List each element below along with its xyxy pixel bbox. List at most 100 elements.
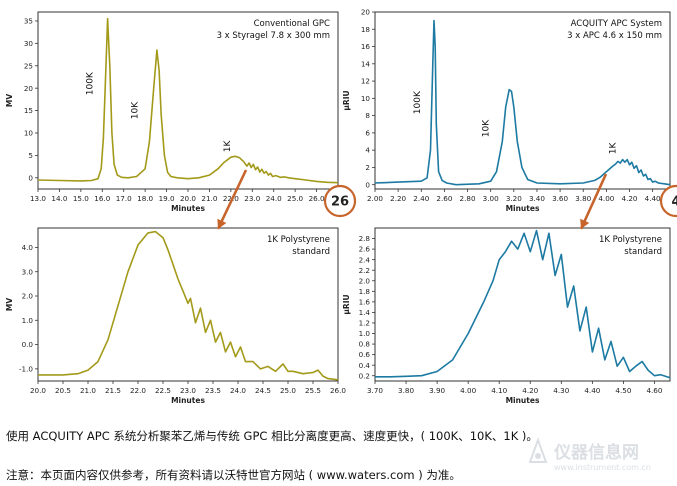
x-tick-label: 3.80 [575,194,591,203]
x-tick-label: 4.10 [491,386,507,395]
x-tick-label: 18.0 [137,194,153,203]
y-tick-label: 0.6 [359,350,371,359]
y-tick-label: 2.2 [359,266,370,275]
y-tick-label: 20 [361,8,371,17]
y-tick-label: 16 [361,42,371,51]
y-tick-label: 2.6 [359,245,371,254]
x-tick-label: 23.0 [244,194,260,203]
y-tick-label: 0.8 [359,340,371,349]
zoom-arrow-gpc [216,169,248,230]
y-tick-label: 14 [361,59,371,68]
y-tick-label: 4 [365,146,370,155]
x-tick-label: 16.0 [94,194,110,203]
y-tick-label: 25 [24,61,33,70]
y-tick-label: 20 [24,84,34,93]
watermark-subtext: www.instrument.com.cn [554,463,651,472]
y-tick-label: 2 [365,163,370,172]
gpc-zoom-chart: 20.0 20.5 21.0 21.5 22.0 22.5 23.0 23.5 24.0 24.5… [5,227,346,405]
y-tick-label: 30 [24,39,34,48]
x-axis-label: Minutes [506,204,540,213]
x-tick-label: 3.90 [429,386,445,395]
x-tick-label: 20.0 [30,386,46,395]
peak-label: 10K [481,119,491,137]
x-tick-label: 20.5 [55,386,71,395]
x-tick-label: 4.60 [646,386,662,395]
y-tick-label: 12 [361,77,370,86]
arrow-shaft [579,173,608,230]
x-axis-label: Minutes [171,204,205,213]
gpc-full-chart: 13.0 14.0 15.0 16.0 17.0 18.0 19.0 20.0 21.0 22.0… [5,11,357,218]
badge-number: 26 [331,195,349,210]
x-tick-label: 2.80 [460,194,476,203]
peak-label: 10K [131,101,141,119]
x-tick-label: 4.30 [553,386,569,395]
y-tick-label: 18 [361,25,371,34]
x-tick-label: 3.70 [367,386,383,395]
chart-title: 1K Polystyrene [599,235,662,245]
y-tick-label: 0 [365,180,370,189]
x-tick-label: 3.60 [552,194,568,203]
x-tick-label: 15.0 [73,194,89,203]
x-tick-label: 22.5 [155,386,171,395]
page-badge: 4 [659,184,677,218]
x-tick-label: 21.5 [105,386,121,395]
plot-frame [374,227,671,382]
y-tick-label: 10 [24,129,34,138]
x-tick-label: 19.0 [159,194,175,203]
x-tick-label: 20.0 [180,194,196,203]
y-tick-label: 1.0 [359,329,371,338]
y-tick-label: 2.0 [359,276,371,285]
x-tick-label: 13.0 [30,194,46,203]
figure-caption: 使用 ACQUITY APC 系统分析聚苯乙烯与传统 GPC 相比分离度更高、速… [6,429,538,443]
x-tick-label: 4.00 [598,194,614,203]
series-line [375,229,671,379]
y-tick-label: 2.4 [359,255,371,264]
y-tick-label: 10 [361,94,371,103]
y-axis-label: MV [5,298,14,311]
arrow-shaft [216,169,248,230]
x-tick-label: 2.40 [413,194,429,203]
x-tick-label: 3.80 [398,386,414,395]
chart-title: ACQUITY APC System [571,19,662,29]
chromatogram-figure: 13.0 14.0 15.0 16.0 17.0 18.0 19.0 20.0 21.0 22.0… [5,8,677,405]
plot-frame [374,11,671,190]
watermark-text: 仪器信息网 [553,442,639,463]
y-tick-label: 4.0 [22,243,34,252]
y-tick-label: 0 [28,173,33,182]
y-tick-label: 1.8 [359,287,371,296]
x-tick-label: 4.20 [622,194,638,203]
x-tick-label: 23.5 [205,386,221,395]
y-tick-label: 35 [24,17,33,26]
peak-label: 100K [413,90,423,114]
apc-zoom-chart: 3.70 3.80 3.90 4.00 4.10 4.20 4.30 4.40 4.50 4.60… [342,227,671,405]
x-tick-label: 4.00 [460,386,476,395]
y-axis-label: μRIU [342,90,351,110]
y-tick-label: 0.0 [22,340,34,349]
x-tick-label: 4.40 [645,194,661,203]
x-tick-label: 24.5 [255,386,271,395]
page-badge: 26 [323,184,357,218]
x-tick-label: 26.0 [330,386,346,395]
x-tick-label: 26.0 [309,194,325,203]
chart-subtitle: standard [624,247,662,257]
peak-label: 1K [223,140,233,153]
x-tick-label: 21.0 [80,386,96,395]
series-line [38,230,339,381]
chart-title: 1K Polystyrene [267,235,330,245]
watermark-logo: 仪器信息网 www.instrument.com.cn [528,437,651,472]
y-tick-label: 1.0 [22,316,34,325]
y-tick-label: 5 [28,151,33,160]
x-tick-label: 24.0 [230,386,246,395]
chart-subtitle: 3 x Styragel 7.8 x 300 mm [217,31,330,41]
peak-label: 1K [609,142,619,155]
badge-circle [323,184,357,218]
chart-subtitle: 3 x APC 4.6 x 150 mm [567,31,662,41]
y-tick-label: 0.2 [359,371,370,380]
x-axis-label: Minutes [506,396,540,405]
x-tick-label: 17.0 [116,194,132,203]
apc-full-chart: 2.00 2.20 2.40 2.60 2.80 3.00 3.20 3.40 3.60 3.80… [342,8,677,218]
series-line [374,19,671,186]
x-tick-label: 4.50 [615,386,631,395]
y-axis-label: μRIU [342,294,351,314]
y-tick-label: 1.6 [359,297,371,306]
